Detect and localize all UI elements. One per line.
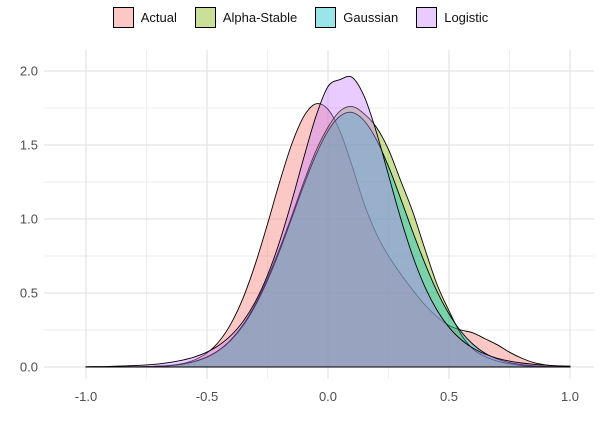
y-axis-tick-label: 1.5 [20, 138, 38, 153]
x-axis-tick-label: 1.0 [561, 389, 579, 404]
legend-swatch-gaussian [315, 7, 337, 28]
y-axis-tick-label: 2.0 [20, 64, 38, 79]
y-axis-tick-label: 0.5 [20, 286, 38, 301]
y-axis-tick-label: 1.0 [20, 212, 38, 227]
legend-label: Actual [140, 10, 177, 25]
x-axis-tick-label: -0.5 [196, 389, 218, 404]
legend-label: Alpha-Stable [222, 10, 298, 25]
density-area-logistic [85, 75, 571, 368]
legend-item-logistic: Logistic [416, 7, 488, 28]
legend-swatch-actual [112, 7, 134, 28]
legend: Actual Alpha-Stable Gaussian Logistic [0, 7, 601, 28]
legend-label: Gaussian [343, 10, 399, 25]
legend-item-actual: Actual [112, 7, 177, 28]
x-axis-tick-label: -1.0 [75, 389, 97, 404]
legend-label: Logistic [444, 10, 489, 25]
legend-swatch-alpha-stable [194, 7, 216, 28]
legend-item-alpha-stable: Alpha-Stable [194, 7, 298, 28]
x-axis-tick-label: 0.0 [319, 389, 337, 404]
legend-swatch-logistic [416, 7, 438, 28]
legend-item-gaussian: Gaussian [315, 7, 398, 28]
y-axis-tick-label: 0.0 [20, 360, 38, 375]
x-axis-tick-label: 0.5 [440, 389, 458, 404]
